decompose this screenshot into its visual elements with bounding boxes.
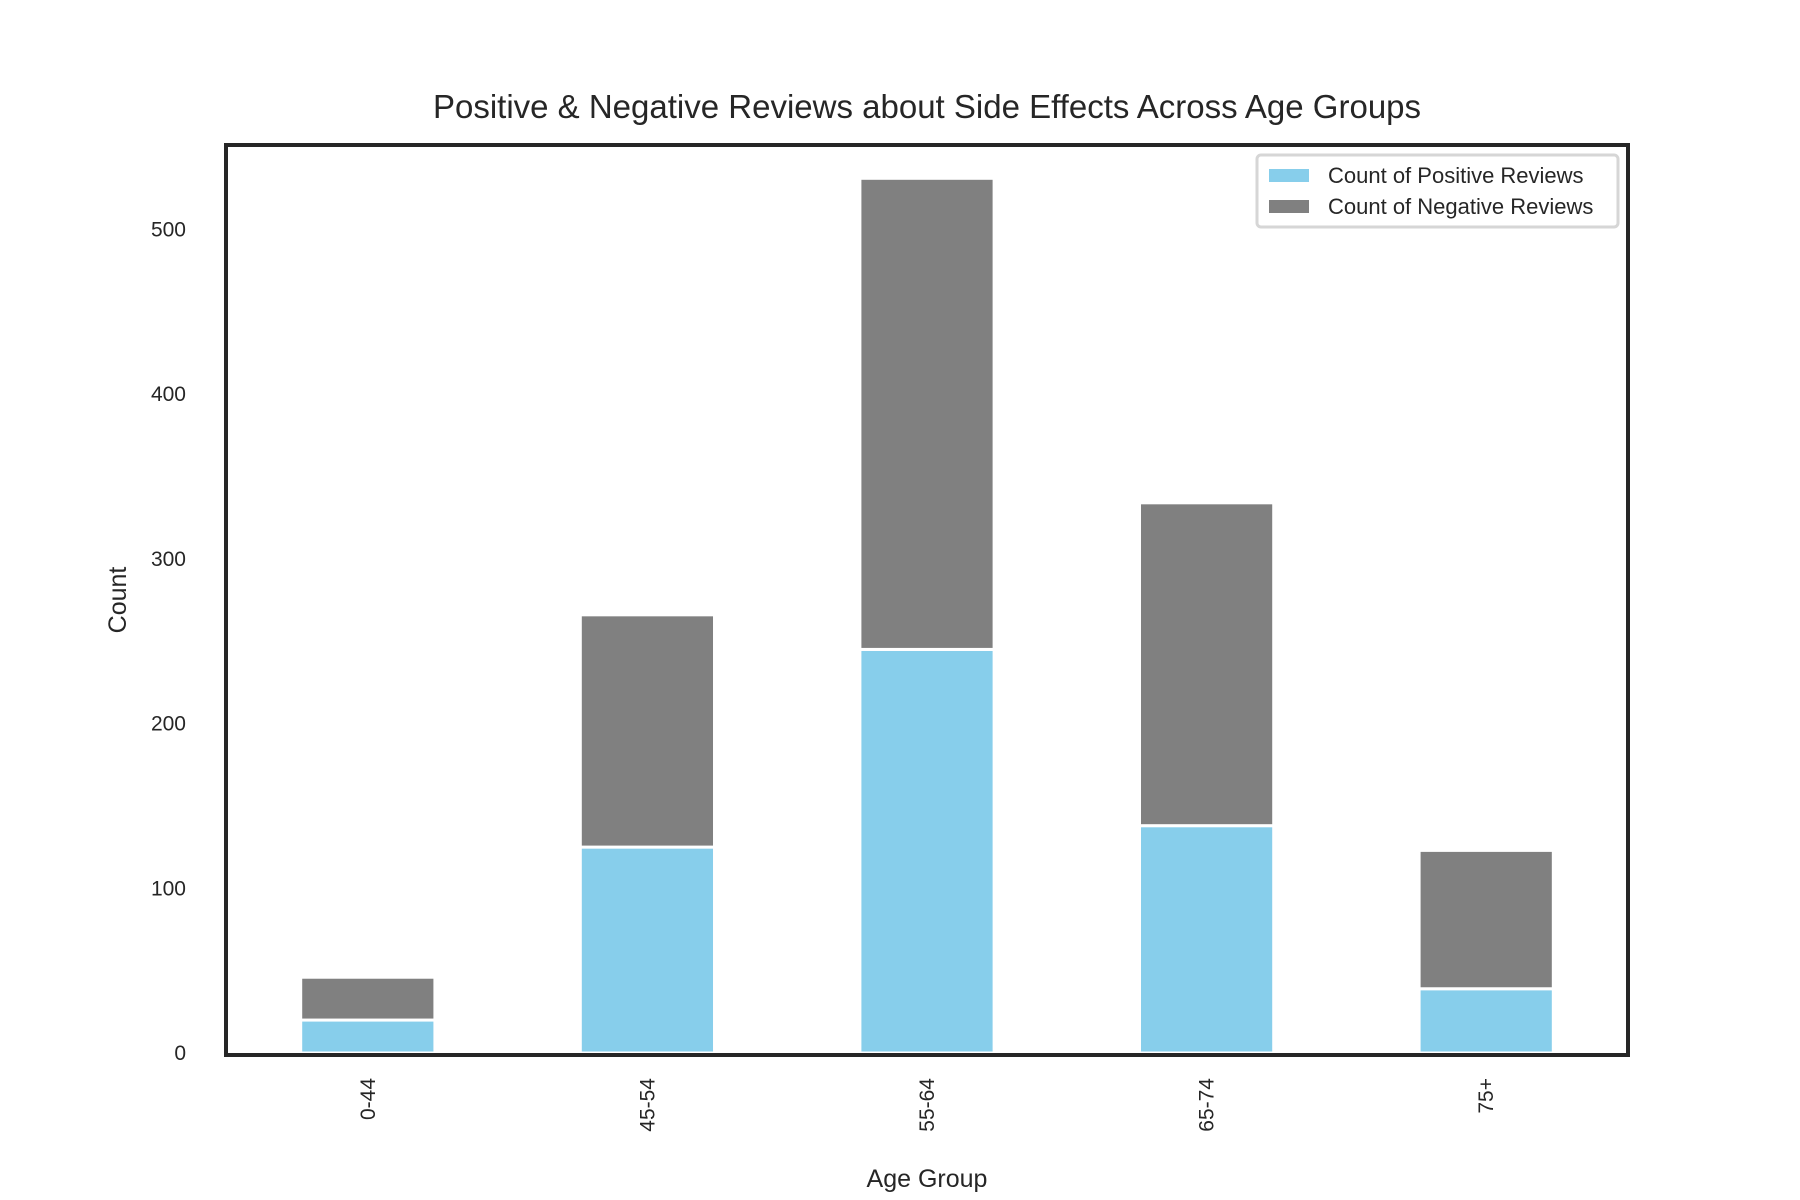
plot-frame (224, 143, 1630, 1057)
bar-positive-65-74 (1138, 824, 1276, 1055)
legend-swatch (1269, 169, 1309, 182)
y-tick-label: 100 (151, 877, 186, 900)
bar-negative-0-44 (299, 975, 437, 1022)
legend: Count of Positive Reviews Count of Negati… (1255, 153, 1620, 229)
bar-positive-0-44 (299, 1018, 437, 1055)
legend-frame (1255, 153, 1620, 229)
x-tick-label: 65-74 (1196, 1078, 1219, 1132)
bar-negative-45-54 (578, 613, 717, 849)
y-axis-ticks: 0 100 200 300 400 500 (151, 218, 186, 1065)
x-tick-label: 45-54 (636, 1078, 659, 1132)
bar-positive-55-64 (858, 647, 996, 1055)
legend-label: Count of Negative Reviews (1328, 194, 1593, 219)
x-tick-label: 55-64 (916, 1078, 939, 1132)
x-tick-label: 0-44 (357, 1078, 380, 1120)
chart-title: Positive & Negative Reviews about Side E… (433, 88, 1421, 125)
y-tick-label: 0 (174, 1042, 186, 1065)
legend-swatch (1269, 200, 1309, 213)
x-tick-label: 75+ (1475, 1078, 1498, 1114)
x-axis-label: Age Group (867, 1165, 988, 1193)
bar-positive-45-54 (578, 845, 717, 1055)
bar-positive-75plus (1417, 987, 1555, 1055)
y-tick-label: 500 (151, 218, 186, 241)
y-tick-label: 400 (151, 383, 186, 406)
legend-label: Count of Positive Reviews (1328, 163, 1584, 188)
x-axis-ticks: 0-44 45-54 55-64 65-74 75+ (357, 1078, 1498, 1132)
bars-layer (299, 176, 1555, 1055)
bar-negative-75plus (1417, 848, 1555, 991)
bar-negative-65-74 (1138, 501, 1276, 828)
bar-negative-55-64 (858, 176, 996, 651)
y-axis-label: Count (104, 567, 132, 634)
y-tick-label: 300 (151, 548, 186, 571)
y-tick-label: 200 (151, 713, 186, 736)
